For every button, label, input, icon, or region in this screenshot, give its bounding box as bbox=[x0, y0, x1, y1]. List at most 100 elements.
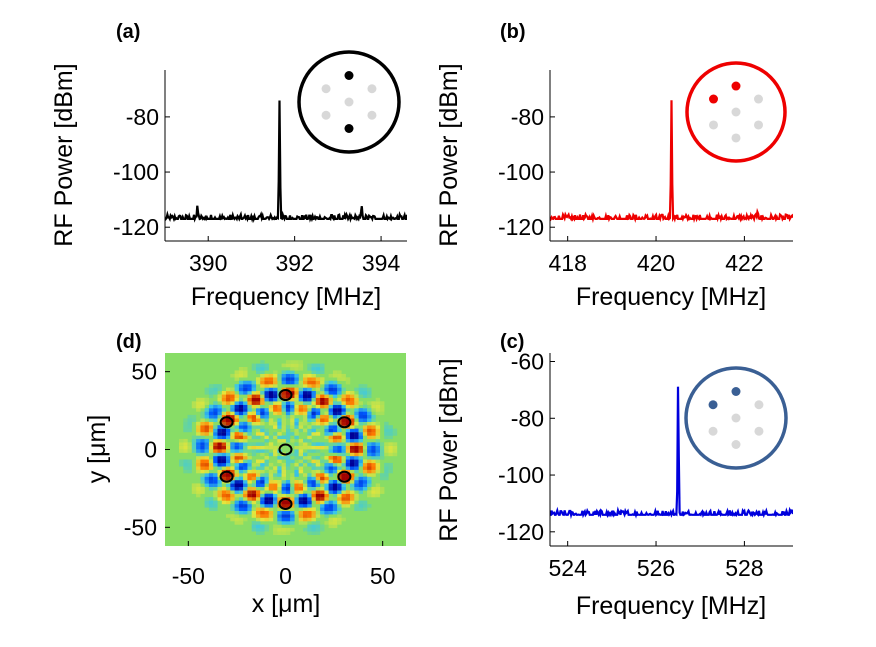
field-cell bbox=[298, 387, 304, 392]
field-cell bbox=[277, 483, 282, 487]
field-cell bbox=[260, 367, 265, 371]
field-cell bbox=[332, 521, 338, 525]
field-cell bbox=[337, 411, 342, 416]
field-cell bbox=[294, 411, 299, 416]
field-cell bbox=[268, 377, 274, 381]
series-line bbox=[550, 100, 793, 224]
field-cell bbox=[200, 414, 205, 419]
field-cell bbox=[208, 449, 214, 453]
field-cell bbox=[367, 425, 372, 429]
field-cell bbox=[303, 486, 308, 491]
field-cell bbox=[273, 473, 278, 477]
field-cell bbox=[328, 428, 333, 433]
core-marker bbox=[337, 470, 352, 483]
field-cell bbox=[260, 469, 265, 474]
field-cell bbox=[268, 507, 274, 511]
field-cell bbox=[238, 476, 244, 481]
field-cell bbox=[273, 490, 278, 494]
x-tick-label: 392 bbox=[275, 250, 313, 276]
field-cell bbox=[256, 514, 261, 518]
field-cell bbox=[230, 404, 235, 409]
field-cell bbox=[256, 428, 261, 433]
field-cell bbox=[354, 401, 359, 405]
field-cell bbox=[238, 397, 244, 402]
field-cell bbox=[294, 497, 299, 501]
field-cell bbox=[298, 360, 304, 364]
field-cell bbox=[320, 367, 325, 371]
field-cell bbox=[208, 476, 214, 481]
field-cell bbox=[230, 449, 235, 453]
field-cell bbox=[345, 397, 351, 402]
x-tick-label: 528 bbox=[725, 555, 763, 581]
field-cell bbox=[204, 397, 209, 402]
field-cell bbox=[375, 459, 381, 464]
field-cell bbox=[337, 466, 342, 470]
field-cell bbox=[320, 404, 325, 409]
field-cell bbox=[337, 377, 342, 381]
field-cell bbox=[371, 486, 376, 491]
field-cell bbox=[298, 493, 304, 498]
field-cell bbox=[281, 473, 286, 477]
field-cell bbox=[217, 449, 222, 453]
field-cell bbox=[303, 391, 308, 395]
field-cell bbox=[281, 404, 286, 409]
field-cell bbox=[260, 391, 265, 395]
y-tick-label: -100 bbox=[498, 462, 544, 488]
field-cell bbox=[234, 510, 239, 515]
field-cell bbox=[367, 445, 372, 450]
field-cell bbox=[264, 493, 269, 498]
field-cell bbox=[311, 363, 316, 368]
field-cell bbox=[345, 394, 351, 398]
field-cell bbox=[294, 391, 299, 395]
field-cell bbox=[345, 490, 351, 494]
field-cell bbox=[277, 373, 282, 378]
field-cell bbox=[234, 370, 239, 374]
field-cell bbox=[337, 493, 342, 498]
field-cell bbox=[345, 504, 351, 508]
field-cell bbox=[303, 521, 308, 525]
field-cell bbox=[341, 438, 346, 443]
field-cell bbox=[273, 445, 278, 450]
field-cell bbox=[345, 411, 351, 416]
field-cell bbox=[273, 384, 278, 388]
field-cell bbox=[226, 442, 231, 446]
field-cell bbox=[230, 408, 235, 412]
field-cell bbox=[307, 411, 312, 416]
field-cell bbox=[268, 497, 274, 501]
field-cell bbox=[303, 380, 308, 385]
field-cell bbox=[337, 428, 342, 433]
field-cell bbox=[256, 490, 261, 494]
field-cell bbox=[234, 483, 239, 487]
field-cell bbox=[320, 370, 325, 374]
field-cell bbox=[200, 462, 205, 467]
field-cell bbox=[264, 438, 269, 443]
field-cell bbox=[328, 418, 333, 422]
field-cell bbox=[320, 442, 325, 446]
field-cell bbox=[337, 449, 342, 453]
field-cell bbox=[183, 462, 188, 467]
field-cell bbox=[290, 421, 295, 426]
field-cell bbox=[247, 480, 252, 484]
field-cell bbox=[234, 456, 239, 460]
field-cell bbox=[290, 397, 295, 402]
field-cell bbox=[234, 480, 239, 484]
field-cell bbox=[200, 480, 205, 484]
field-cell bbox=[337, 490, 342, 494]
field-cell bbox=[307, 387, 312, 392]
field-cell bbox=[362, 480, 368, 484]
field-cell bbox=[315, 432, 321, 436]
field-cell bbox=[238, 370, 244, 374]
field-cell bbox=[320, 401, 325, 405]
field-cell bbox=[234, 414, 239, 419]
field-cell bbox=[208, 473, 214, 477]
field-cell bbox=[294, 432, 299, 436]
field-cell bbox=[247, 428, 252, 433]
field-cell bbox=[303, 394, 308, 398]
field-cell bbox=[200, 490, 205, 494]
field-cell bbox=[230, 517, 235, 522]
field-cell bbox=[260, 462, 265, 467]
field-cell bbox=[243, 380, 248, 385]
field-cell bbox=[375, 401, 381, 405]
field-cell bbox=[243, 459, 248, 464]
